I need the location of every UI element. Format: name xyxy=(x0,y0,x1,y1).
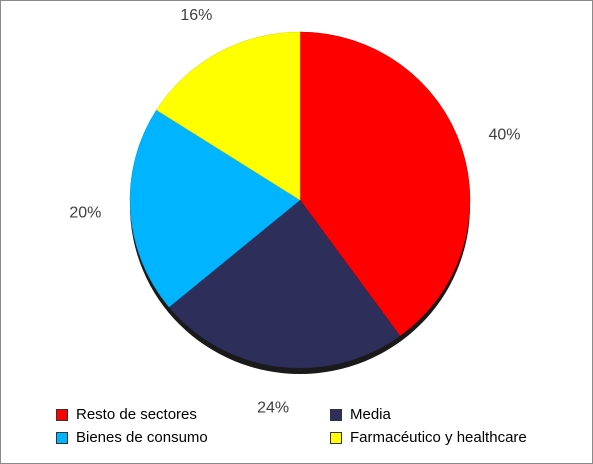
legend-item-bienes-de-consumo: Bienes de consumo xyxy=(56,429,208,446)
pie-labels: 40% 24% 20% 16% xyxy=(69,7,520,416)
data-label-bienes-de-consumo: 20% xyxy=(69,204,101,221)
legend-label: Resto de sectores xyxy=(76,406,197,423)
legend-swatch xyxy=(330,431,342,444)
data-label-media: 24% xyxy=(257,400,289,417)
data-label-farmaceutico-y-healthcare: 16% xyxy=(180,7,212,24)
pie-slice-bienes-de-consumo xyxy=(129,109,301,308)
legend-item-media: Media xyxy=(330,406,391,423)
pie-slices xyxy=(129,31,471,374)
legend-swatch xyxy=(56,431,68,444)
legend-label: Farmacéutico y healthcare xyxy=(350,429,527,446)
legend-item-farmaceutico-y-healthcare: Farmacéutico y healthcare xyxy=(330,429,527,446)
data-label-resto-de-sectores: 40% xyxy=(488,126,520,143)
legend-swatch xyxy=(56,408,68,421)
legend-swatch xyxy=(330,408,342,421)
pie-slice-farmaceutico-y-healthcare xyxy=(156,31,301,201)
legend-label: Bienes de consumo xyxy=(76,429,208,446)
pie-slice-resto-de-sectores xyxy=(299,31,471,337)
pie-slice-media xyxy=(168,199,401,369)
legend-item-resto-de-sectores: Resto de sectores xyxy=(56,406,197,423)
legend: Resto de sectores Media Bienes de consum… xyxy=(56,404,576,452)
legend-label: Media xyxy=(350,406,391,423)
